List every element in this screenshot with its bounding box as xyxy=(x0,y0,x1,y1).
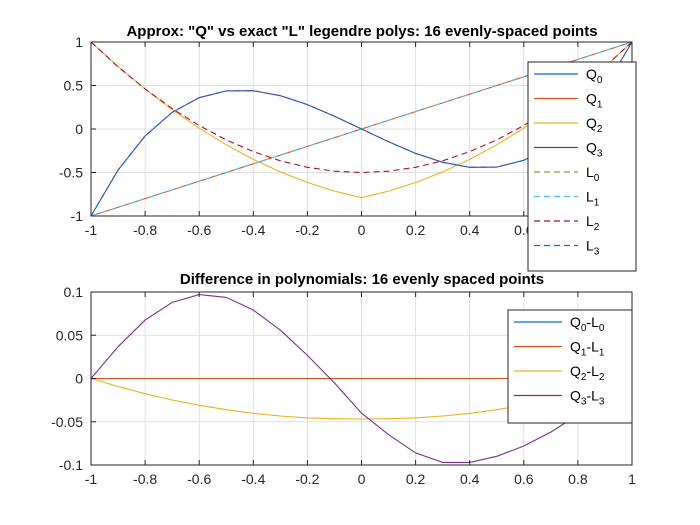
x-tick-label: -0.6 xyxy=(187,222,211,238)
y-tick-label: 0 xyxy=(75,121,83,137)
legend-entry: Q3-L3 xyxy=(570,388,605,408)
legend-box xyxy=(527,61,637,272)
x-tick-label: -0.6 xyxy=(187,471,211,487)
series-line-Q3-L3 xyxy=(90,294,633,463)
x-tick-label: -1 xyxy=(85,222,98,238)
legend-entry: Q3 xyxy=(586,140,603,160)
x-tick-label: -0.8 xyxy=(133,471,157,487)
plot-area-bottom: -1 -0.8 -0.6 -0.4 -0.2 0 0.2 0.4 0.6 0.8 1 -0.1 -0.0… xyxy=(51,284,636,487)
legend: Q0 Q1 Q2 Q3 L0 L1 L2 L3 xyxy=(527,61,637,272)
subplot-bottom: Difference in polynomials: 16 evenly spa… xyxy=(51,271,636,487)
legend-entry: Q2-L2 xyxy=(570,363,605,383)
x-tick-label: 0.6 xyxy=(514,471,534,487)
x-tick-label: 1 xyxy=(628,471,636,487)
chart-title-top: Approx: "Q" vs exact "L" legendre polys:… xyxy=(126,23,597,40)
x-tick-label: -0.4 xyxy=(241,471,265,487)
x-tick-label: -0.8 xyxy=(133,222,157,238)
y-tick-label: 0 xyxy=(75,371,83,387)
x-tick-label: 0.4 xyxy=(460,222,480,238)
y-tick-label: -0.05 xyxy=(51,414,83,430)
y-tick-label: 0.5 xyxy=(64,78,84,94)
legend-entry: Q1-L1 xyxy=(570,339,605,359)
x-tick-label: 0.2 xyxy=(406,471,426,487)
y-tick-label: -0.5 xyxy=(59,165,83,181)
y-tick-label: 0.05 xyxy=(56,327,83,343)
y-tick-label: -0.1 xyxy=(59,457,83,473)
legend: Q0-L0 Q1-L1 Q2-L2 Q3-L3 xyxy=(507,309,633,424)
legend-entry: L2 xyxy=(586,213,600,233)
x-tick-label: 0 xyxy=(358,222,366,238)
subplot-top: Approx: "Q" vs exact "L" legendre polys:… xyxy=(59,23,637,272)
y-tick-label: 0.1 xyxy=(64,284,84,300)
legend-entry: L1 xyxy=(586,189,600,209)
x-tick-label: -0.2 xyxy=(295,471,319,487)
y-tick-label: -1 xyxy=(71,208,84,224)
x-tick-label: -1 xyxy=(85,471,98,487)
x-tick-label: 0.2 xyxy=(406,222,426,238)
x-tick-label: -0.2 xyxy=(295,222,319,238)
legend-entry: L3 xyxy=(586,238,600,258)
legend-entry: Q2 xyxy=(586,115,603,135)
legend-box xyxy=(507,309,633,424)
legend-entry: Q1 xyxy=(586,91,603,111)
legend-entry: Q0-L0 xyxy=(570,314,605,334)
legend-entry: Q0 xyxy=(586,66,603,86)
x-tick-label: 0.8 xyxy=(568,471,588,487)
chart-title-bottom: Difference in polynomials: 16 evenly spa… xyxy=(180,271,544,288)
x-tick-label: -0.4 xyxy=(241,222,265,238)
x-tick-label: 0 xyxy=(358,471,366,487)
legend-entry: L0 xyxy=(586,164,600,184)
y-tick-label: 1 xyxy=(75,34,83,50)
x-tick-label: 0.4 xyxy=(460,471,480,487)
plot-area-top: -1-0.8-0.6-0.4-0.200.20.40.60.81-1-0.500… xyxy=(59,34,637,272)
